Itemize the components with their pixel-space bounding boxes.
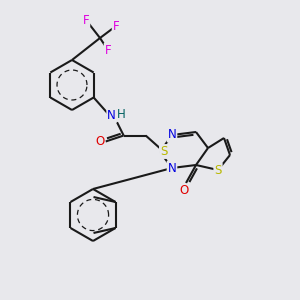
Text: N: N [107, 109, 116, 122]
Text: N: N [168, 161, 176, 175]
Text: S: S [160, 145, 167, 158]
Text: F: F [113, 20, 119, 32]
Text: H: H [117, 108, 126, 121]
Text: F: F [83, 14, 89, 26]
Text: F: F [105, 44, 111, 56]
Text: O: O [179, 184, 189, 197]
Text: S: S [214, 164, 222, 176]
Text: N: N [168, 128, 176, 142]
Text: O: O [95, 135, 104, 148]
